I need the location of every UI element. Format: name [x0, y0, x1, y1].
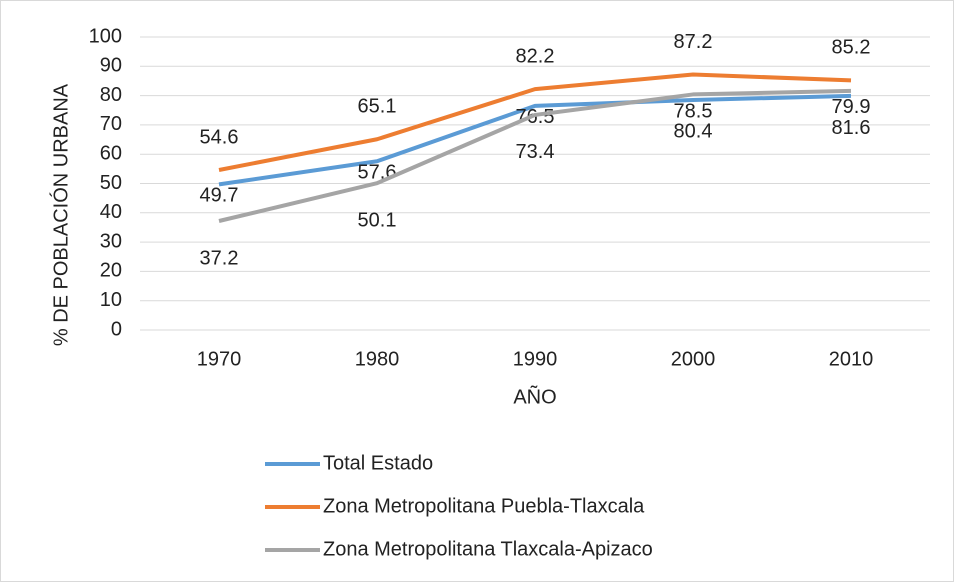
data-label: 81.6 [832, 117, 871, 139]
data-label: 65.1 [358, 96, 397, 118]
data-label: 37.2 [200, 247, 239, 269]
y-tick-label: 70 [100, 113, 122, 135]
legend-label: Zona Metropolitana Puebla-Tlaxcala [323, 495, 645, 517]
x-tick-label: 2000 [671, 348, 716, 370]
y-tick-label: 30 [100, 230, 122, 252]
data-label: 57.6 [358, 162, 397, 184]
series-line [218, 72, 852, 172]
x-tick-label: 1980 [355, 348, 400, 370]
series-line [218, 93, 852, 187]
data-label: 85.2 [832, 37, 871, 59]
data-label: 82.2 [516, 45, 555, 67]
y-tick-label: 20 [100, 260, 122, 282]
data-label: 50.1 [358, 209, 397, 231]
data-label: 79.9 [832, 96, 871, 118]
data-label: 54.6 [200, 126, 239, 148]
data-label: 73.4 [516, 141, 555, 163]
y-tick-label: 60 [100, 142, 122, 164]
data-label: 78.5 [674, 100, 713, 122]
legend-label: Total Estado [323, 452, 433, 474]
x-axis-label: AÑO [513, 384, 556, 408]
y-tick-label: 100 [89, 25, 122, 47]
data-label: 49.7 [200, 185, 239, 207]
series-line [218, 88, 852, 223]
legend-label: Zona Metropolitana Tlaxcala-Apizaco [323, 538, 653, 560]
y-tick-label: 40 [100, 201, 122, 223]
x-tick-label: 1970 [197, 348, 242, 370]
data-label: 80.4 [674, 121, 713, 143]
x-tick-label: 2010 [829, 348, 874, 370]
y-tick-label: 90 [100, 55, 122, 77]
y-tick-label: 80 [100, 84, 122, 106]
y-axis-label: % DE POBLACIÓN URBANA [49, 83, 72, 346]
data-label: 87.2 [674, 31, 713, 53]
y-tick-label: 10 [100, 289, 122, 311]
y-tick-label: 50 [100, 172, 122, 194]
data-label: 76.5 [516, 106, 555, 128]
x-tick-label: 1990 [513, 348, 558, 370]
y-tick-label: 0 [111, 318, 122, 340]
